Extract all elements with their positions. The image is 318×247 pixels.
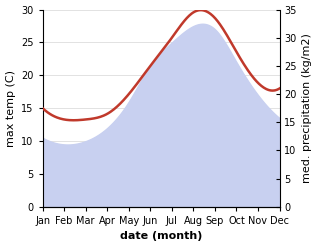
X-axis label: date (month): date (month) — [120, 231, 202, 242]
Y-axis label: med. precipitation (kg/m2): med. precipitation (kg/m2) — [302, 33, 313, 183]
Y-axis label: max temp (C): max temp (C) — [5, 70, 16, 147]
